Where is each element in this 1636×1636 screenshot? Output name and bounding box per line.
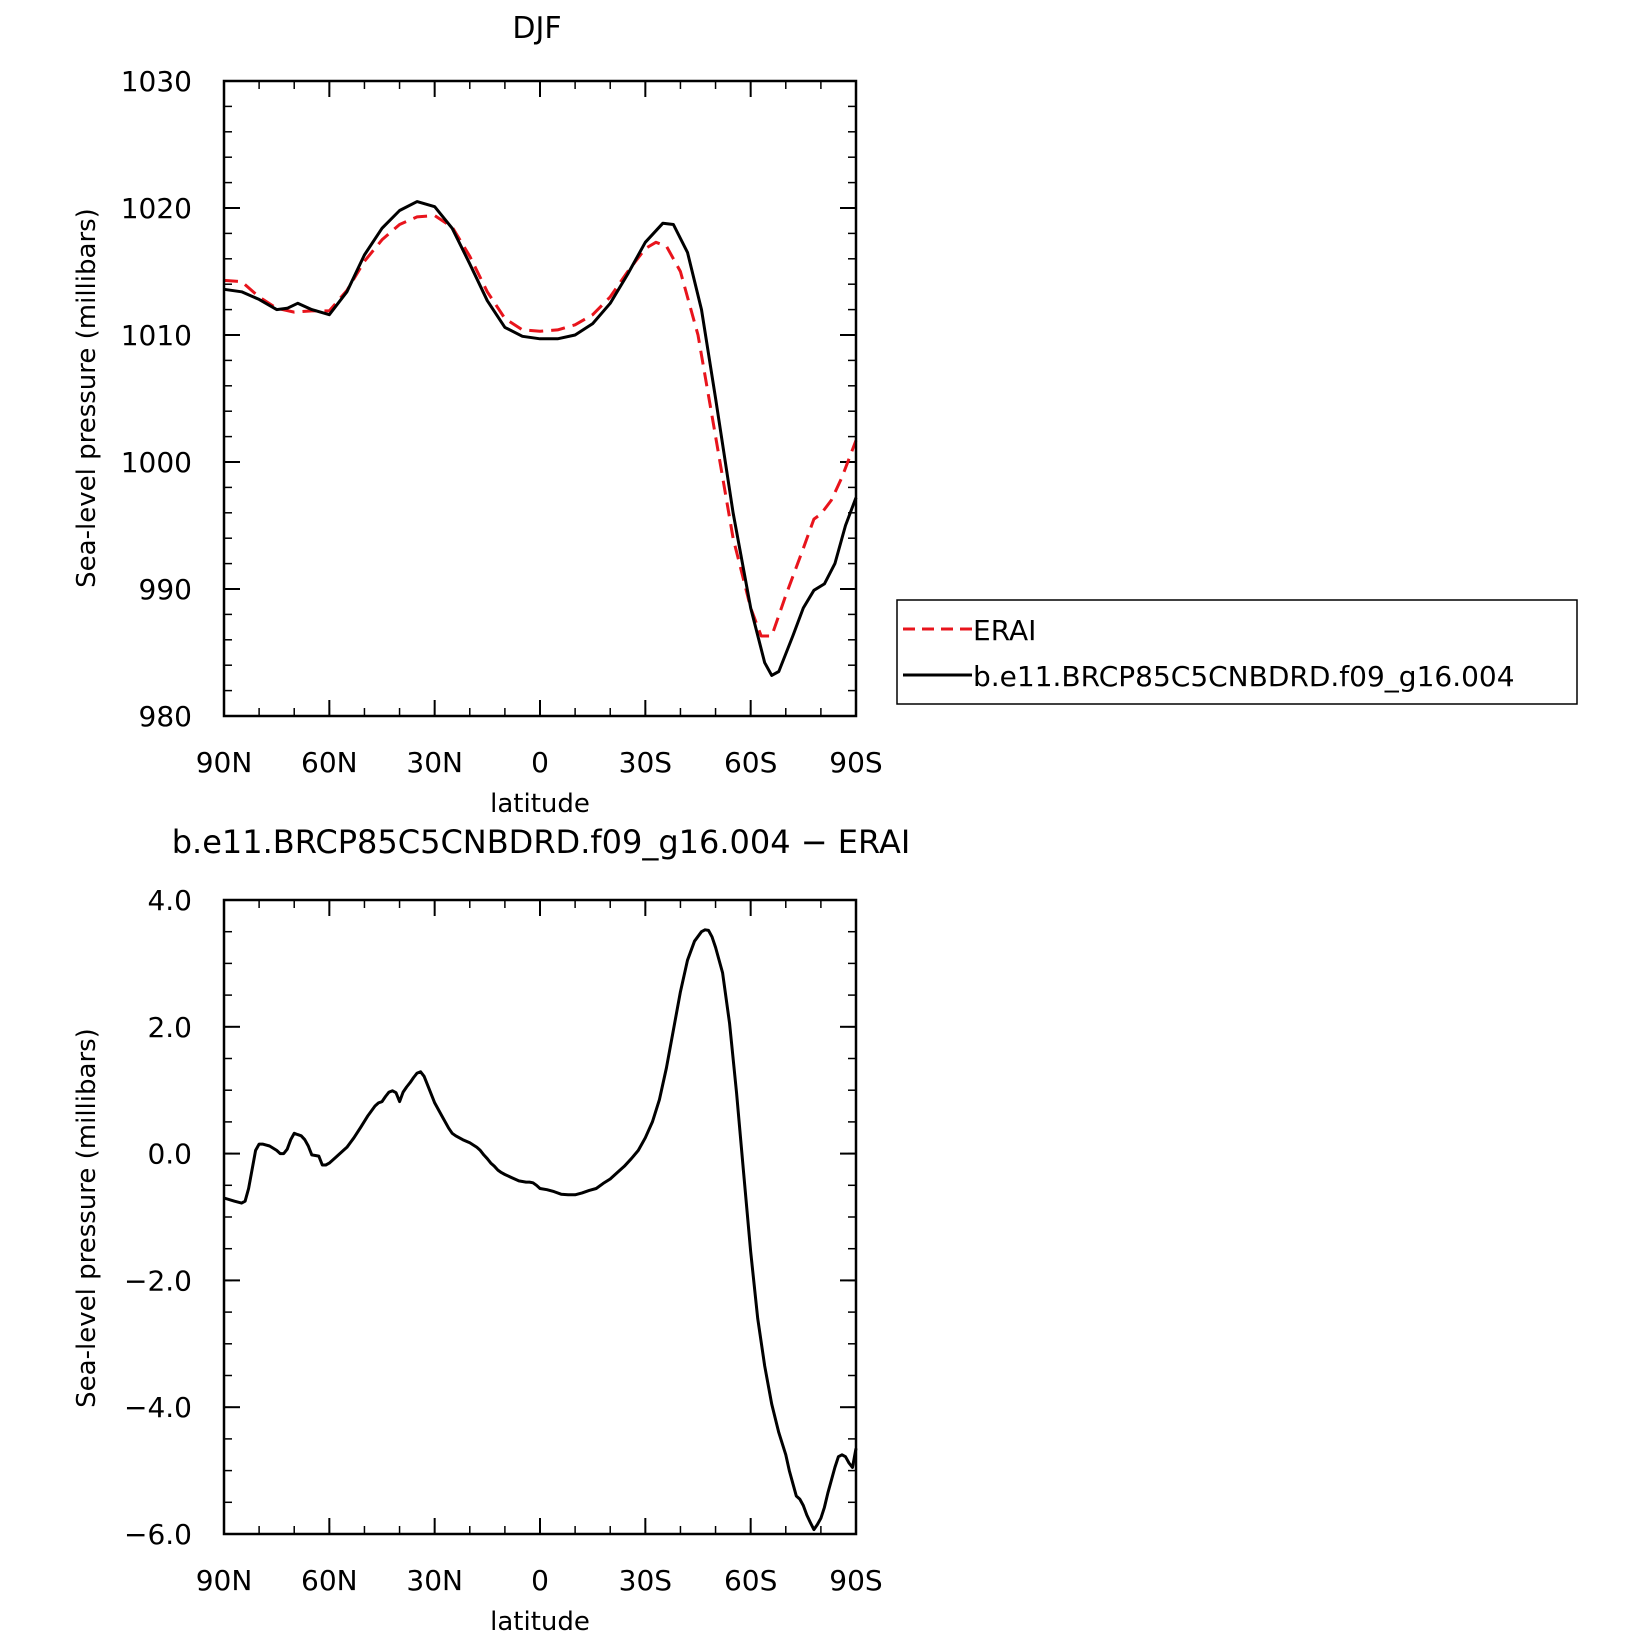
top-chart-title: DJF <box>512 11 561 46</box>
y-tick-label: 2.0 <box>147 1011 192 1044</box>
legend: ERAI b.e11.BRCP85C5CNBDRD.f09_g16.004 <box>896 599 1578 705</box>
bottom-plot-frame <box>222 898 858 1536</box>
bottom-tick-marks <box>223 899 857 1535</box>
y-tick-label: 1000 <box>121 446 192 479</box>
x-tick-label: 0 <box>531 746 549 779</box>
top-y-tick-labels: 980 990 1000 1010 1020 1030 <box>121 65 192 733</box>
series-line-difference <box>223 928 858 1532</box>
x-tick-label: 0 <box>531 1564 549 1597</box>
y-tick-label: −4.0 <box>124 1391 192 1424</box>
x-tick-label: 30S <box>619 746 672 779</box>
y-tick-label: −2.0 <box>124 1264 192 1297</box>
top-x-tick-labels: 90N 60N 30N 0 30S 60S 90S <box>196 746 883 779</box>
legend-label-erai: ERAI <box>973 614 1036 647</box>
top-tick-marks <box>223 80 857 717</box>
y-tick-label: 990 <box>139 573 192 606</box>
x-tick-label: 60N <box>301 1564 358 1597</box>
series-line-model <box>223 200 858 677</box>
y-tick-label: 4.0 <box>147 884 192 917</box>
bottom-x-tick-labels: 90N 60N 30N 0 30S 60S 90S <box>196 1564 883 1597</box>
y-tick-label: 980 <box>139 700 192 733</box>
bottom-panel: b.e11.BRCP85C5CNBDRD.f09_g16.004 − ERAI … <box>72 823 910 1636</box>
top-panel: DJF Sea-level pressure (millibars) latit… <box>72 11 883 819</box>
top-x-axis-label: latitude <box>490 789 590 819</box>
x-tick-label: 60N <box>301 746 358 779</box>
y-tick-label: 1010 <box>121 319 192 352</box>
top-plot-lines <box>223 200 858 677</box>
x-tick-label: 30N <box>406 746 463 779</box>
x-tick-label: 90N <box>196 1564 253 1597</box>
x-tick-label: 90S <box>829 1564 882 1597</box>
bottom-y-axis-label: Sea-level pressure (millibars) <box>72 1028 102 1408</box>
x-tick-label: 60S <box>724 746 777 779</box>
top-plot-frame <box>222 79 858 718</box>
bottom-x-axis-label: latitude <box>490 1607 590 1636</box>
bottom-chart-title: b.e11.BRCP85C5CNBDRD.f09_g16.004 − ERAI <box>172 823 911 861</box>
x-tick-label: 30S <box>619 1564 672 1597</box>
x-tick-label: 90S <box>829 746 882 779</box>
legend-label-model: b.e11.BRCP85C5CNBDRD.f09_g16.004 <box>973 660 1515 693</box>
x-tick-label: 90N <box>196 746 253 779</box>
y-tick-label: 1030 <box>121 65 192 98</box>
top-y-axis-label: Sea-level pressure (millibars) <box>72 208 102 588</box>
y-tick-label: 1020 <box>121 192 192 225</box>
y-tick-label: −6.0 <box>124 1518 192 1551</box>
legend-box <box>896 599 1578 705</box>
y-tick-label: 0.0 <box>147 1138 192 1171</box>
series-line-erai <box>223 214 858 638</box>
bottom-y-tick-labels: −6.0 −4.0 −2.0 0.0 2.0 4.0 <box>124 884 192 1551</box>
x-tick-label: 30N <box>406 1564 463 1597</box>
x-tick-label: 60S <box>724 1564 777 1597</box>
bottom-plot-lines <box>223 928 858 1532</box>
